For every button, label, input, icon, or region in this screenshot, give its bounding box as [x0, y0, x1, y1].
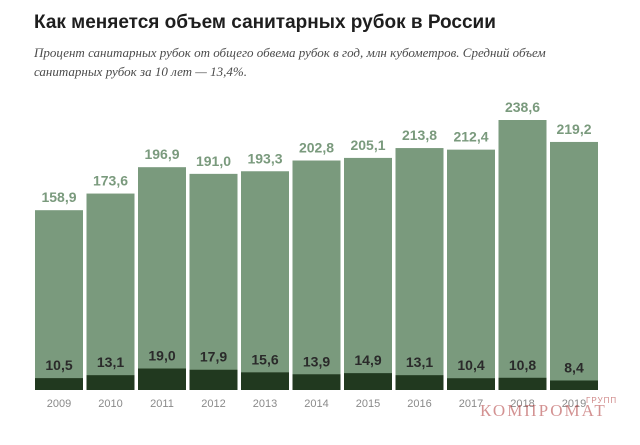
total-value-label: 193,3 — [247, 150, 282, 166]
total-bar — [138, 167, 186, 390]
sanitary-bar — [447, 378, 495, 390]
total-bar — [292, 160, 341, 390]
total-bar — [395, 148, 444, 390]
x-tick-label: 2014 — [304, 398, 328, 410]
total-value-label: 205,1 — [350, 137, 385, 153]
total-value-label: 202,8 — [299, 140, 334, 156]
sanitary-value-label: 13,1 — [97, 354, 124, 370]
sanitary-value-label: 13,9 — [303, 353, 330, 369]
sanitary-bar — [344, 373, 392, 390]
total-bar — [241, 171, 289, 390]
sanitary-value-label: 10,5 — [45, 357, 72, 373]
x-tick-label: 2017 — [459, 398, 483, 410]
total-bar — [550, 141, 598, 390]
sanitary-bar — [86, 375, 135, 390]
sanitary-bar — [189, 369, 238, 390]
sanitary-value-label: 15,6 — [251, 351, 278, 367]
sanitary-bar — [550, 380, 598, 390]
watermark-logo-small: ГРУПП — [586, 396, 618, 405]
total-bar — [498, 120, 547, 390]
chart-subtitle: Процент санитарных рубок от общего обвем… — [34, 45, 546, 79]
sanitary-value-label: 17,9 — [200, 349, 227, 365]
sanitary-bar — [35, 378, 83, 390]
total-value-label: 191,0 — [196, 153, 231, 169]
x-tick-label: 2012 — [201, 398, 225, 410]
sanitary-value-label: 13,1 — [406, 354, 433, 370]
total-bar — [344, 157, 392, 390]
sanitary-value-label: 10,8 — [509, 357, 536, 373]
sanitary-bar — [138, 368, 186, 390]
x-tick-label: 2016 — [407, 398, 431, 410]
total-bar — [189, 173, 238, 390]
total-bar — [86, 193, 135, 390]
total-value-label: 213,8 — [402, 127, 437, 143]
sanitary-value-label: 8,4 — [564, 359, 584, 375]
chart-title: Как меняется объем санитарных рубок в Ро… — [34, 12, 496, 33]
x-tick-label: 2013 — [253, 398, 277, 410]
x-tick-label: 2010 — [98, 398, 122, 410]
total-value-label: 173,6 — [93, 173, 128, 189]
x-tick-label: 2015 — [356, 398, 380, 410]
total-bar — [35, 210, 83, 390]
sanitary-value-label: 14,9 — [354, 352, 381, 368]
sanitary-value-label: 19,0 — [148, 347, 175, 363]
x-tick-label: 2009 — [47, 398, 71, 410]
x-tick-label: 2018 — [510, 398, 534, 410]
sanitary-bar — [292, 374, 341, 390]
watermark-logo: КОМПРОМАТ — [480, 401, 607, 420]
total-value-label: 219,2 — [556, 121, 591, 137]
total-value-label: 196,9 — [144, 146, 179, 162]
x-tick-label: 2011 — [150, 398, 174, 410]
total-value-label: 158,9 — [41, 189, 76, 205]
total-value-label: 212,4 — [453, 129, 488, 145]
sanitary-bar — [395, 375, 444, 390]
sanitary-bar — [498, 377, 547, 390]
total-value-label: 238,6 — [505, 99, 540, 115]
x-tick-label: 2019 — [562, 398, 586, 410]
sanitary-value-label: 10,4 — [457, 357, 484, 373]
total-bar — [447, 149, 495, 390]
sanitary-bar — [241, 372, 289, 390]
